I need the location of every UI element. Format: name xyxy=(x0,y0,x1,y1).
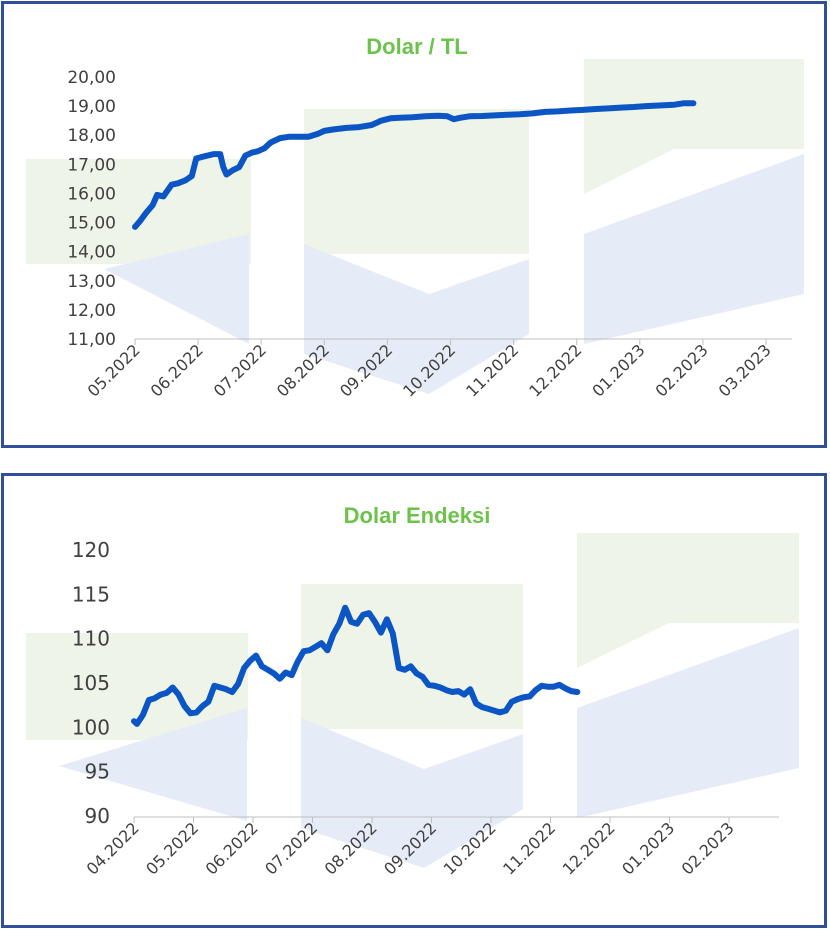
y-tick-label: 115 xyxy=(72,582,110,606)
chart-title: Dolar / TL xyxy=(366,34,467,59)
y-tick-label: 11,00 xyxy=(67,330,116,350)
dolar-endeksi-panel: Dolar Endeksi 120 115 110 105 100 95 90 04.202… xyxy=(1,473,827,928)
watermark xyxy=(26,59,804,394)
dolar-tl-chart: Dolar / TL 20,00 19,00 18,00 17,00 16,00 15,0… xyxy=(26,34,804,401)
y-tick-label: 13,00 xyxy=(67,272,116,292)
series-line xyxy=(132,100,697,230)
y-tick-label: 12,00 xyxy=(67,301,116,321)
x-tick-label: 06.2022 xyxy=(147,340,207,400)
dolar-tl-panel: Dolar / TL 20,00 19,00 18,00 17,00 16,00 15,0… xyxy=(1,1,827,448)
y-tick-label: 16,00 xyxy=(67,184,116,204)
y-tick-label: 15,00 xyxy=(67,214,116,234)
x-tick-label: 02.2023 xyxy=(652,340,712,400)
y-tick-label: 105 xyxy=(72,671,110,695)
y-tick-label: 95 xyxy=(85,760,110,784)
y-tick-label: 18,00 xyxy=(67,126,116,146)
y-axis-ticks: 120 115 110 105 100 95 90 xyxy=(72,538,110,828)
x-tick-label: 12.2022 xyxy=(559,818,619,878)
x-tick-label: 06.2022 xyxy=(202,818,262,878)
x-tick-label: 08.2022 xyxy=(273,340,333,400)
y-tick-label: 17,00 xyxy=(67,155,116,175)
x-tick-label: 01.2023 xyxy=(588,340,648,400)
y-axis-ticks: 20,00 19,00 18,00 17,00 16,00 15,00 14,00 13,00… xyxy=(67,68,116,350)
y-tick-label: 20,00 xyxy=(67,68,116,88)
x-tick-label: 02.2023 xyxy=(678,818,738,878)
y-tick-label: 19,00 xyxy=(67,97,116,117)
x-tick-label: 01.2023 xyxy=(618,818,678,878)
y-tick-label: 100 xyxy=(72,715,110,739)
x-tick-label: 07.2022 xyxy=(210,340,270,400)
chart-title: Dolar Endeksi xyxy=(344,503,491,528)
x-tick-label: 12.2022 xyxy=(525,340,585,400)
x-tick-label: 11.2022 xyxy=(499,818,559,878)
x-tick-label: 07.2022 xyxy=(261,818,321,878)
x-tick-label: 03.2023 xyxy=(715,340,775,400)
y-tick-label: 90 xyxy=(85,804,110,828)
y-tick-label: 120 xyxy=(72,538,110,562)
series-line xyxy=(131,604,581,727)
y-tick-label: 14,00 xyxy=(67,243,116,263)
watermark xyxy=(26,533,799,868)
y-tick-label: 110 xyxy=(72,627,110,651)
x-tick-label: 05.2022 xyxy=(142,818,202,878)
